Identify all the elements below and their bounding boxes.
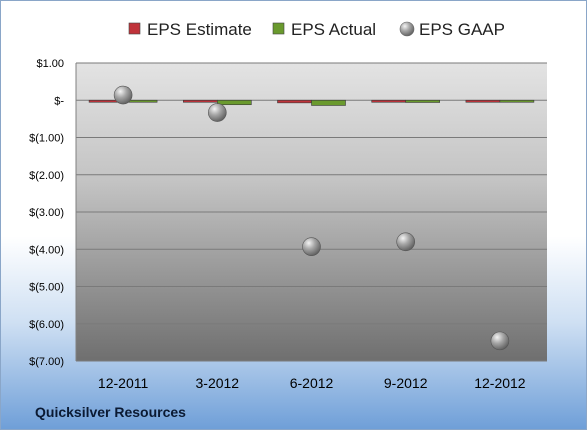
y-tick-label: $(1.00) — [29, 133, 64, 145]
y-tick-label: $(3.00) — [29, 207, 64, 219]
x-category-label: 9-2012 — [384, 375, 428, 391]
legend-label: EPS Estimate — [147, 20, 252, 39]
actual-bar — [405, 99, 441, 103]
y-tick-label: $(7.00) — [29, 356, 64, 368]
estimate-bar — [465, 99, 501, 103]
estimate-bar — [183, 99, 218, 103]
x-category-label: 12-2011 — [98, 375, 149, 391]
x-axis-categories: 12-2011 3-2012 6-2012 9-2012 12-2012 — [98, 375, 526, 391]
actual-bar — [217, 99, 252, 106]
y-tick-label: $(2.00) — [29, 170, 64, 182]
legend-swatch — [128, 22, 141, 35]
gaap-marker — [302, 237, 321, 256]
y-axis-ticks: $1.00 $- $(1.00) $(2.00) $(3.00) $(4.00) $(5.0… — [29, 58, 64, 368]
gaap-marker — [490, 331, 510, 351]
company-name: Quicksilver Resources — [35, 404, 186, 420]
legend-swatch — [272, 22, 285, 35]
y-tick-label: $(6.00) — [29, 319, 64, 331]
estimate-bar — [371, 99, 407, 103]
x-category-label: 3-2012 — [196, 375, 240, 391]
legend-label: EPS GAAP — [419, 20, 505, 39]
y-tick-label: $1.00 — [36, 58, 64, 70]
x-category-label: 12-2012 — [474, 375, 526, 391]
y-tick-label: $(4.00) — [29, 244, 64, 256]
legend-label: EPS Actual — [291, 20, 376, 39]
y-tick-label: $(5.00) — [29, 282, 64, 294]
gaap-marker — [396, 232, 416, 252]
gaap-marker — [208, 103, 227, 122]
x-category-label: 6-2012 — [290, 375, 334, 391]
gaap-markers — [113, 85, 510, 351]
legend: EPS Estimate EPS Actual EPS GAAP — [128, 20, 505, 39]
legend-marker — [399, 21, 415, 37]
estimate-bar — [277, 99, 312, 104]
gaap-marker — [113, 85, 133, 105]
y-tick-label: $- — [54, 95, 64, 107]
actual-bar — [499, 99, 535, 103]
actual-bar — [311, 99, 346, 106]
